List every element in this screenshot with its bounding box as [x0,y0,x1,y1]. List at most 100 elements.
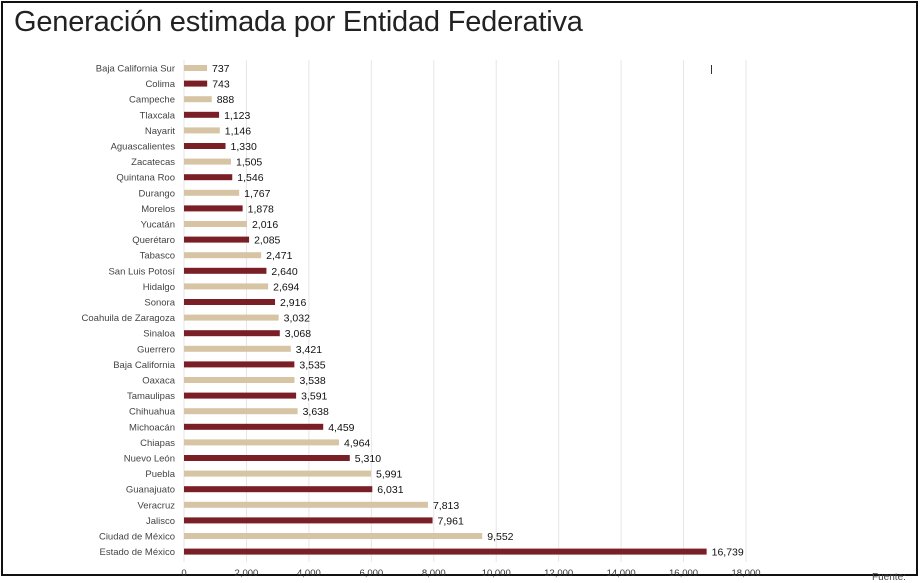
bar [184,314,279,321]
value-label: 16,739 [712,547,744,559]
category-label: Coahuila de Zaragoza [82,313,176,324]
category-label: Yucatán [141,220,175,231]
value-label: 1,330 [231,141,257,153]
category-label: Sonora [144,298,175,309]
category-label: Durango [139,188,175,199]
category-label: Veracruz [138,500,176,511]
bar [184,127,220,134]
bar [184,267,267,274]
value-label: 2,085 [254,235,280,247]
value-label: 5,991 [376,469,402,481]
text-cursor-mark [711,65,712,74]
bar [184,533,483,539]
category-label: Chihuahua [129,407,176,418]
value-label: 888 [217,94,235,106]
value-label: 2,916 [280,297,306,309]
value-label: 9,552 [487,531,513,543]
value-label: 1,146 [225,125,251,137]
category-label: Quintana Roo [116,173,175,184]
value-label: 3,068 [285,328,311,340]
value-label: 1,123 [224,110,250,122]
x-tick-label: 6,000 [359,568,383,579]
bar [184,377,295,383]
bar [184,236,250,243]
category-label: Campeche [129,95,175,106]
value-label: 3,535 [299,359,325,371]
value-label: 3,638 [303,406,329,418]
bar [184,361,295,368]
bar [184,252,262,259]
value-label: 737 [212,63,230,75]
value-label: 5,310 [355,453,381,465]
bar [184,439,339,446]
value-label: 3,538 [299,375,325,387]
value-label: 7,813 [433,500,459,512]
bar [184,392,297,399]
category-label: Michoacán [129,422,175,433]
x-tick-label: 18,000 [731,568,760,579]
category-label: Guanajuato [126,485,175,496]
value-label: 3,032 [284,313,310,325]
category-label: Nuevo León [124,454,175,465]
category-label: Sinaloa [143,329,175,340]
category-label: Tabasco [140,251,175,262]
category-label: Tlaxcala [140,110,176,121]
category-label: Nayarit [145,126,175,137]
value-label: 1,767 [244,188,270,200]
category-label: Querétaro [132,235,175,246]
bar [184,221,247,227]
category-label: Puebla [145,469,175,480]
bar [184,345,291,352]
x-tick-label: 0 [181,568,186,579]
bar [184,189,240,196]
value-label: 2,016 [252,219,278,231]
category-label: Hidalgo [143,282,175,293]
bar [184,330,280,337]
source-note: Fuente: [872,572,906,583]
category-label: Jalisco [146,516,175,527]
category-label: Aguascalientes [111,142,176,153]
value-label: 2,694 [273,281,299,293]
bar [184,501,428,508]
value-label: 2,471 [266,250,292,262]
x-tick-label: 2,000 [235,568,259,579]
category-label: Baja California [113,360,175,371]
category-label: Chiapas [140,438,175,449]
category-label: Oaxaca [142,376,175,387]
bar [184,65,208,71]
bar [184,423,324,430]
value-label: 4,459 [328,422,354,434]
bar [184,455,350,461]
bar [184,111,220,118]
bar [184,96,212,103]
category-label: San Luis Potosí [108,266,175,277]
category-label: Tamaulipas [127,391,175,402]
x-tick-label: 16,000 [669,568,698,579]
category-label: Zacatecas [131,157,175,168]
bar [184,143,226,149]
bar [184,283,269,290]
x-tick-label: 8,000 [422,568,446,579]
bar [184,80,208,87]
bar [184,548,707,555]
x-tick-label: 4,000 [297,568,321,579]
category-label: Colima [145,79,175,90]
value-label: 2,640 [271,266,297,278]
bar [184,408,298,415]
bar [184,470,372,477]
bar [184,158,231,165]
x-tick-label: 10,000 [482,568,511,579]
category-label: Baja California Sur [96,64,175,75]
value-label: 1,546 [237,172,263,184]
bar [184,517,433,524]
x-tick-label: 12,000 [544,568,573,579]
category-label: Guerrero [137,344,175,355]
category-label: Estado de México [99,547,175,558]
category-label: Morelos [141,204,175,215]
value-label: 3,591 [301,391,327,403]
value-label: 743 [212,79,230,91]
value-label: 3,421 [296,344,322,356]
x-tick-label: 14,000 [607,568,636,579]
